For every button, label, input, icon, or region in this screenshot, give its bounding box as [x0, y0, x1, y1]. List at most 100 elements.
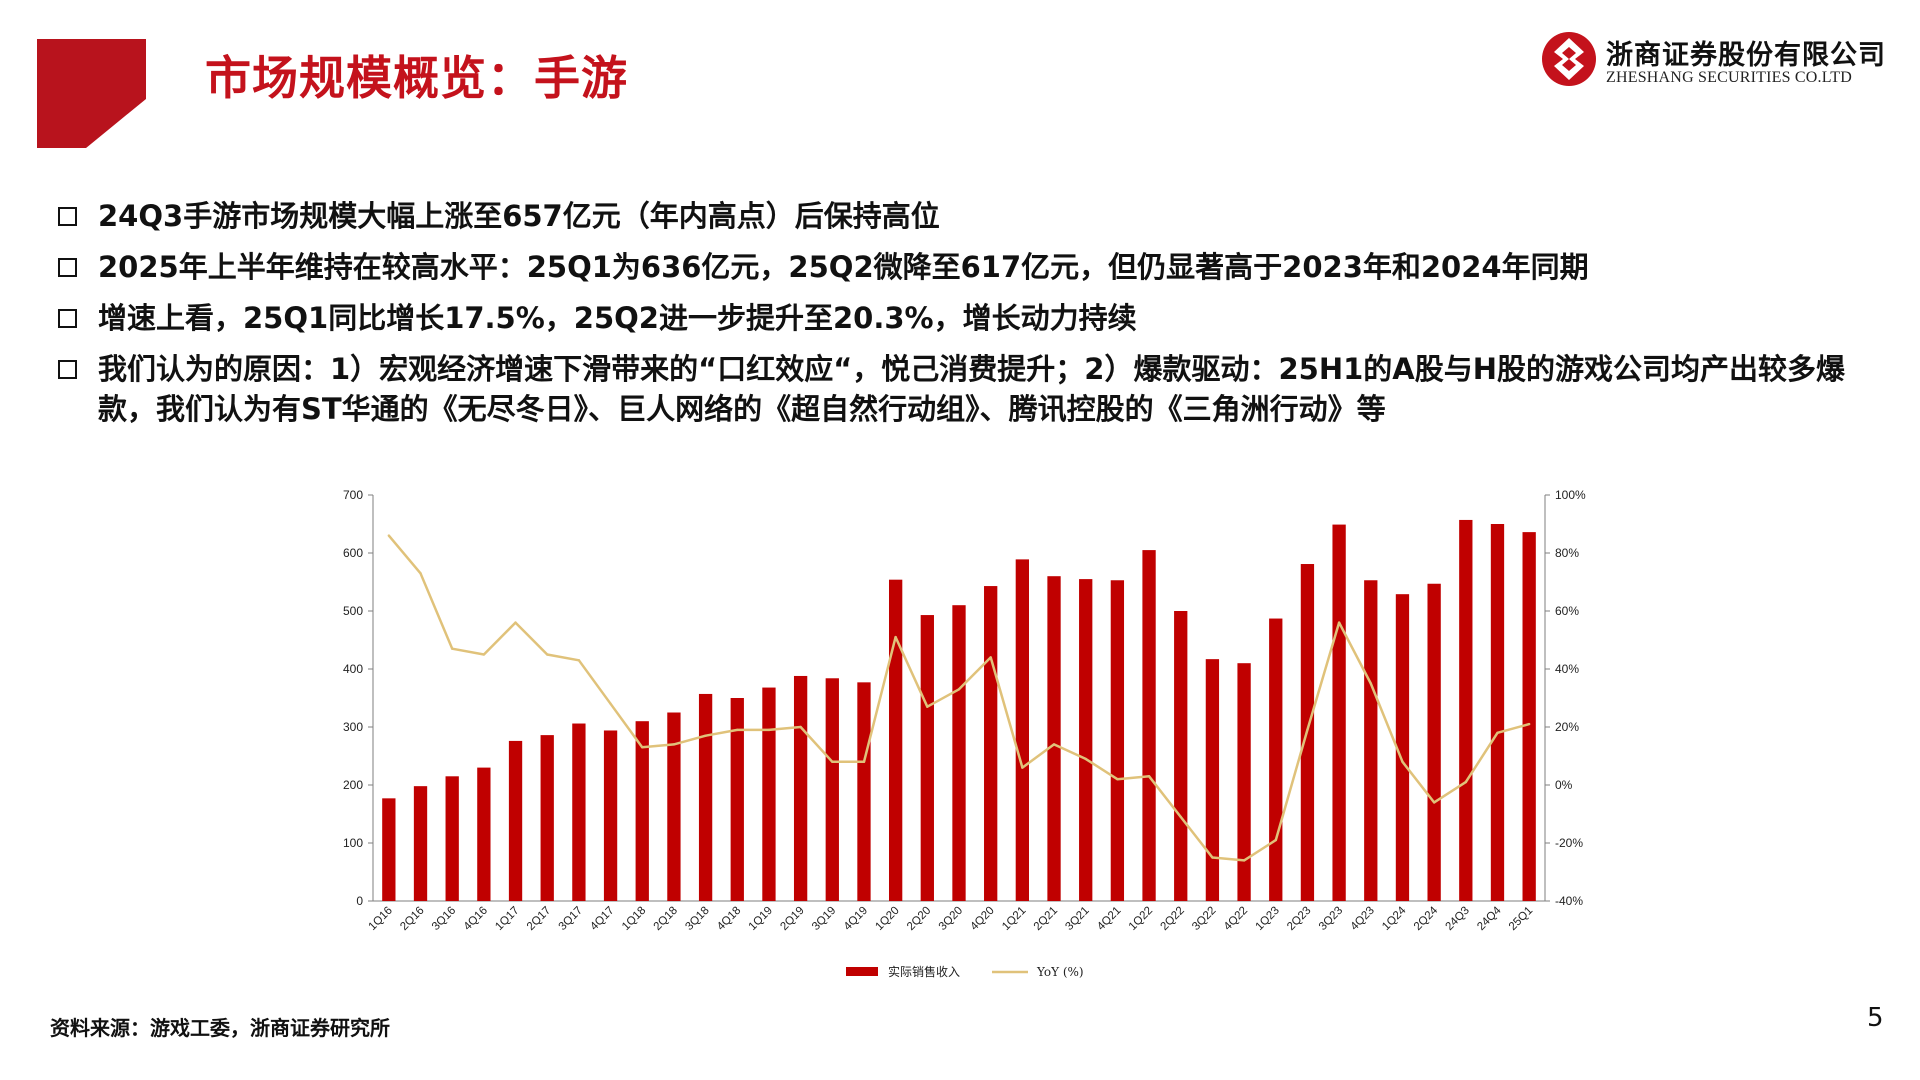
x-axis-tick-label: 2Q18	[652, 905, 680, 933]
yoy-point	[1306, 728, 1309, 732]
bullet-list: 24Q3手游市场规模大幅上涨至657亿元（年内高点）后保持高位 2025年上半年…	[58, 196, 1898, 440]
yoy-point	[1021, 766, 1024, 769]
x-axis-tick-label: 24Q4	[1475, 904, 1504, 933]
bar	[1142, 550, 1156, 901]
x-axis-tick-label: 4Q23	[1349, 905, 1377, 933]
page-number: 5	[1867, 1003, 1884, 1033]
x-axis-tick-label: 1Q16	[367, 905, 395, 933]
bar	[667, 712, 681, 901]
bar	[920, 615, 934, 901]
left-axis-tick-label: 200	[343, 778, 363, 792]
legend-swatch-bar	[846, 967, 878, 976]
x-axis-tick-label: 24Q3	[1444, 905, 1472, 933]
yoy-point	[736, 728, 739, 732]
bar	[382, 798, 396, 901]
bullet-item: 我们认为的原因：1）宏观经济增速下滑带来的“口红效应“，悦己消费提升；2）爆款驱…	[58, 349, 1898, 429]
x-axis-tick-label: 1Q22	[1127, 905, 1155, 933]
left-axis-tick-label: 400	[343, 662, 363, 676]
x-axis-tick-label: 3Q18	[683, 905, 711, 933]
x-axis-tick-label: 4Q16	[462, 905, 490, 933]
bar	[730, 698, 744, 901]
bar	[603, 730, 618, 901]
x-axis-tick-label: 3Q16	[430, 905, 458, 933]
x-axis-tick-label: 3Q21	[1063, 905, 1091, 933]
yoy-point	[1242, 859, 1246, 862]
bar	[1047, 576, 1061, 901]
bar	[635, 721, 649, 901]
bullet-item: 24Q3手游市场规模大幅上涨至657亿元（年内高点）后保持高位	[58, 196, 1898, 236]
bullet-item: 增速上看，25Q1同比增长17.5%，25Q2进一步提升至20.3%，增长动力持…	[58, 298, 1898, 338]
yoy-point	[1527, 722, 1531, 726]
bar	[1395, 594, 1410, 901]
yoy-point	[957, 688, 961, 691]
x-axis-tick-label: 1Q23	[1253, 905, 1281, 933]
bar	[540, 735, 554, 901]
yoy-point	[1337, 621, 1341, 624]
x-axis-tick-label: 2Q19	[778, 905, 806, 933]
x-axis-tick-label: 3Q20	[937, 905, 965, 933]
legend-label-bar: 实际销售收入	[888, 964, 960, 979]
right-axis-tick-label: 0%	[1555, 778, 1573, 792]
company-name-cn: 浙商证券股份有限公司	[1606, 40, 1886, 71]
square-bullet-icon	[58, 360, 77, 379]
yoy-point	[1401, 760, 1404, 763]
yoy-point	[387, 534, 391, 537]
yoy-point	[1369, 682, 1372, 685]
x-axis-tick-label: 2Q24	[1412, 904, 1441, 933]
x-axis-tick-label: 25Q1	[1507, 905, 1535, 933]
square-bullet-icon	[58, 258, 77, 277]
right-axis-tick-label: -40%	[1555, 894, 1583, 908]
yoy-point	[767, 728, 771, 732]
header-accent-block	[37, 39, 146, 148]
bar	[508, 740, 523, 901]
left-axis-tick-label: 300	[343, 720, 363, 734]
bar	[445, 776, 459, 901]
x-axis-tick-label: 2Q16	[398, 905, 426, 933]
x-axis-tick-label: 1Q17	[493, 905, 521, 933]
square-bullet-icon	[58, 207, 77, 226]
bar	[762, 687, 776, 901]
bar	[1174, 611, 1188, 901]
yoy-point	[704, 734, 707, 737]
zheshang-logo-icon	[1542, 32, 1596, 86]
yoy-point	[1084, 757, 1087, 761]
yoy-point	[577, 659, 581, 662]
bullet-text: 增速上看，25Q1同比增长17.5%，25Q2进一步提升至20.3%，增长动力持…	[98, 301, 1137, 335]
yoy-point	[894, 635, 897, 639]
yoy-point	[1432, 801, 1436, 804]
yoy-point	[450, 647, 454, 650]
yoy-point	[1274, 838, 1277, 842]
yoy-point	[1147, 775, 1151, 778]
bar	[952, 605, 966, 901]
x-axis-tick-label: 4Q18	[715, 905, 743, 933]
bar	[825, 678, 839, 901]
bar	[572, 723, 586, 901]
bar	[1364, 580, 1378, 901]
page-title: 市场规模概览：手游	[205, 51, 628, 105]
bullet-text: 我们认为的原因：1）宏观经济增速下滑带来的“口红效应“，悦己消费提升；2）爆款驱…	[98, 352, 1845, 426]
bar	[698, 693, 713, 901]
bar	[1079, 579, 1093, 901]
bar	[477, 767, 491, 901]
x-axis-tick-label: 4Q20	[968, 905, 996, 933]
bar	[1427, 583, 1441, 901]
bullet-text: 2025年上半年维持在较高水平：25Q1为636亿元，25Q2微降至617亿元，…	[98, 250, 1589, 284]
x-axis-tick-label: 2Q22	[1158, 905, 1186, 933]
x-axis-tick-label: 1Q21	[1000, 905, 1028, 933]
yoy-point	[672, 743, 676, 746]
yoy-point	[514, 621, 517, 624]
revenue-chart: 0 100 200 300 400 500 600 700 -40% -20% 0% 20% 40% 60…	[300, 475, 1620, 995]
yoy-point	[419, 572, 422, 575]
revenue-chart-svg: 0 100 200 300 400 500 600 700 -40% -20% 0% 20% 40% 60…	[343, 488, 1586, 979]
source-note: 资料来源：游戏工委，浙商证券研究所	[50, 1016, 390, 1040]
x-axis-tick-label: 2Q21	[1032, 905, 1060, 933]
legend-label-line: YoY (%)	[1036, 965, 1084, 979]
x-axis-tick-label: 2Q20	[905, 905, 933, 933]
square-bullet-icon	[58, 309, 77, 328]
yoy-point	[799, 725, 802, 729]
yoy-point	[926, 705, 929, 708]
x-axis-tick-label: 4Q22	[1222, 905, 1250, 933]
bar	[1332, 524, 1346, 901]
x-axis-tick-label: 1Q20	[873, 905, 901, 933]
x-axis-tick-label: 1Q18	[620, 905, 648, 933]
